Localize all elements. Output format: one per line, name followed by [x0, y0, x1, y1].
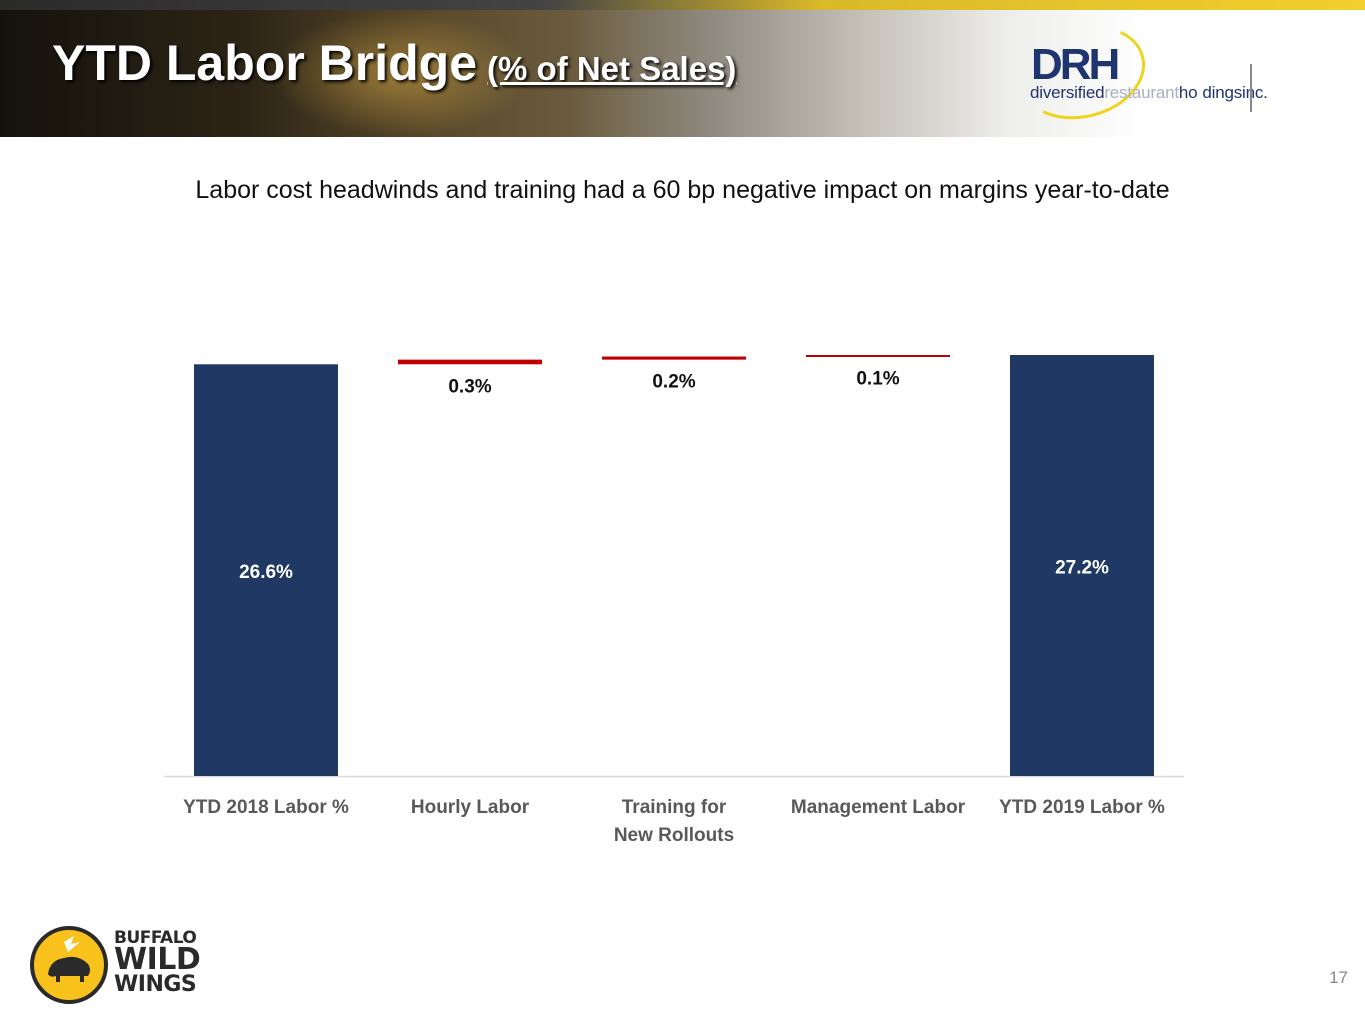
buffalo-wild-wings-logo: BUFFALO WILD WINGS — [28, 924, 208, 1008]
fork-icon — [1250, 64, 1252, 112]
bar-2 — [398, 359, 542, 365]
bar-3 — [602, 356, 746, 360]
banner-glow — [270, 10, 530, 137]
bar-value-label-5: 27.2% — [1055, 558, 1109, 579]
drh-logo: DRH diversifiedrestaurantho dingsinc. — [1008, 11, 1348, 133]
bar-value-label-2: 0.3% — [448, 376, 491, 397]
drh-tag-restaurant: restaurant — [1104, 83, 1179, 102]
header-banner — [0, 10, 1365, 137]
drh-tag-diversified: diversified — [1030, 83, 1105, 102]
bar-value-label-1: 26.6% — [239, 562, 293, 583]
drh-logo-mark: DRH — [1031, 40, 1120, 89]
category-label-2: Hourly Labor — [411, 797, 530, 818]
drh-tag-ho: ho — [1178, 83, 1198, 102]
page-title-suffix: (% of Net Sales) — [487, 50, 737, 87]
bar-5 — [1010, 355, 1154, 776]
buffalo-icon — [30, 926, 108, 1004]
page-title: YTD Labor Bridge (% of Net Sales) — [52, 34, 736, 92]
brand-buffalo: BUFFALO — [114, 928, 197, 948]
category-label-3-line-2: New Rollouts — [614, 825, 734, 846]
bar-value-label-4: 0.1% — [856, 369, 899, 390]
brand-wild: WILD — [114, 942, 201, 977]
bar-value-label-3: 0.2% — [652, 372, 695, 393]
brand-wings: WINGS — [114, 972, 197, 997]
page-number: 17 — [1329, 968, 1348, 987]
category-label-1: YTD 2018 Labor % — [183, 797, 349, 818]
bar-4 — [806, 355, 950, 357]
page-title-main: YTD Labor Bridge — [52, 35, 478, 91]
bar-1 — [194, 364, 338, 776]
category-label-3-line-1: Training for — [622, 797, 727, 818]
header-accent-stripe — [0, 0, 1365, 10]
category-label-5: YTD 2019 Labor % — [999, 797, 1165, 818]
slide-subtitle: Labor cost headwinds and training had a … — [195, 176, 1170, 204]
category-label-4: Management Labor — [791, 797, 966, 818]
